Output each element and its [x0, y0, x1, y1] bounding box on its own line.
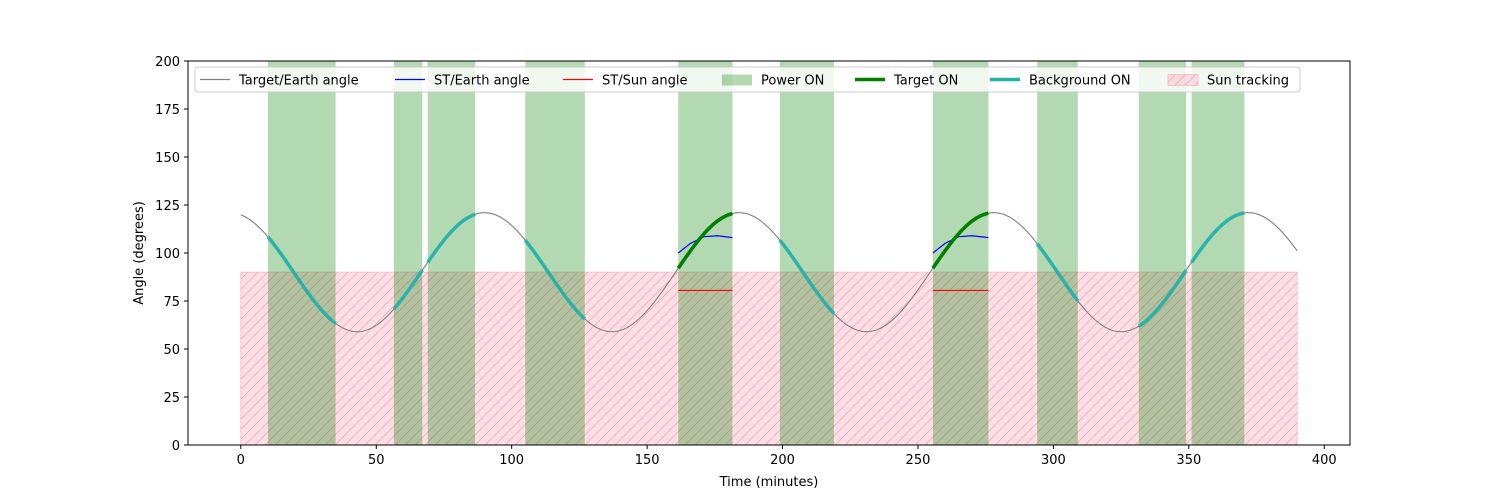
x-tick-label: 300: [1041, 453, 1066, 468]
x-tick-label: 350: [1176, 453, 1201, 468]
legend: Target/Earth angle ST/Earth angle ST/Sun a…: [194, 66, 1301, 93]
power-on-span-8: [1138, 61, 1187, 445]
target-on-segment-0: [676, 211, 733, 270]
y-axis-label: Angle (degrees): [132, 201, 147, 305]
power-on-span-1: [393, 61, 423, 445]
x-tick-label: 250: [906, 453, 931, 468]
background-on-segment-6: [1137, 269, 1188, 328]
st-earth-line-0: [677, 235, 733, 254]
legend-label-0: Target/Earth angle: [238, 74, 359, 89]
st-earth-line-1: [932, 235, 989, 254]
legend-handle-hatch-6: [1168, 74, 1198, 86]
background-on-segment-2: [426, 212, 476, 264]
background-on-segment-7: [1190, 211, 1245, 264]
legend-label-5: Background ON: [1029, 74, 1131, 89]
y-tick-label: 75: [163, 295, 180, 310]
legend-label-3: Power ON: [761, 74, 824, 89]
legend-box: [194, 66, 1301, 93]
legend-handle-3: [722, 74, 752, 86]
power-on-span-0: [267, 61, 336, 445]
legend-label-6: Sun tracking: [1207, 74, 1289, 89]
power-on-span-4: [678, 61, 733, 445]
background-on-segment-3: [523, 239, 587, 321]
background-on-segment-0: [266, 235, 337, 325]
x-tick-label: 200: [770, 453, 795, 468]
x-axis-label: Time (minutes): [719, 475, 819, 490]
power-on-span-6: [932, 61, 989, 445]
y-tick-label: 0: [172, 439, 180, 454]
y-tick-label: 100: [155, 247, 180, 262]
y-tick-label: 125: [155, 199, 180, 214]
x-tick-label: 400: [1312, 453, 1337, 468]
power-on-span-9: [1191, 61, 1245, 445]
target-on-segment-1: [931, 211, 989, 270]
x-tick-label: 100: [499, 453, 524, 468]
y-tick-label: 175: [155, 103, 180, 118]
legend-label-4: Target ON: [893, 74, 958, 89]
background-on-segment-5: [1035, 242, 1080, 302]
x-tick-label: 50: [368, 453, 385, 468]
sun-tracking-hatch: [240, 272, 1298, 445]
y-tick-label: 200: [155, 55, 180, 70]
background-on-segment-4: [778, 239, 836, 315]
y-tick-label: 150: [155, 151, 180, 166]
x-tick-label: 0: [237, 453, 245, 468]
x-tick-label: 150: [635, 453, 660, 468]
legend-label-2: ST/Sun angle: [602, 74, 688, 89]
legend-label-1: ST/Earth angle: [434, 74, 530, 89]
background-on-segment-1: [392, 269, 424, 311]
y-tick-label: 25: [163, 391, 180, 406]
y-tick-label: 50: [163, 343, 180, 358]
